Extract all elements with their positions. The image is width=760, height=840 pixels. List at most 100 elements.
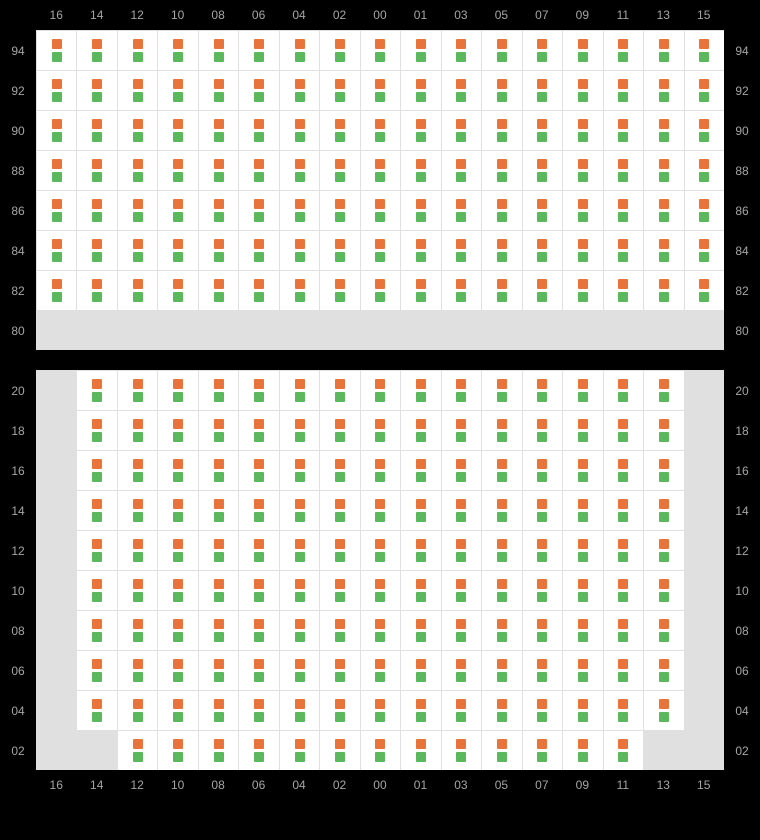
cell-bottom-7-1[interactable] — [76, 650, 116, 690]
cell-bottom-6-0[interactable] — [36, 610, 76, 650]
cell-bottom-8-1[interactable] — [76, 690, 116, 730]
cell-bottom-9-2[interactable] — [117, 730, 157, 770]
cell-top-4-12[interactable] — [522, 190, 562, 230]
cell-bottom-2-14[interactable] — [603, 450, 643, 490]
cell-bottom-3-0[interactable] — [36, 490, 76, 530]
cell-bottom-5-6[interactable] — [279, 570, 319, 610]
cell-bottom-6-1[interactable] — [76, 610, 116, 650]
cell-top-4-3[interactable] — [157, 190, 197, 230]
cell-bottom-0-9[interactable] — [400, 370, 440, 410]
cell-top-3-4[interactable] — [198, 150, 238, 190]
cell-top-4-14[interactable] — [603, 190, 643, 230]
cell-top-6-14[interactable] — [603, 270, 643, 310]
cell-top-4-16[interactable] — [684, 190, 724, 230]
cell-bottom-3-6[interactable] — [279, 490, 319, 530]
cell-top-3-6[interactable] — [279, 150, 319, 190]
cell-bottom-8-0[interactable] — [36, 690, 76, 730]
cell-top-3-0[interactable] — [36, 150, 76, 190]
cell-bottom-1-9[interactable] — [400, 410, 440, 450]
cell-bottom-1-8[interactable] — [360, 410, 400, 450]
cell-top-1-11[interactable] — [481, 70, 521, 110]
cell-bottom-1-14[interactable] — [603, 410, 643, 450]
cell-top-4-11[interactable] — [481, 190, 521, 230]
cell-bottom-9-8[interactable] — [360, 730, 400, 770]
cell-bottom-3-14[interactable] — [603, 490, 643, 530]
cell-bottom-3-9[interactable] — [400, 490, 440, 530]
cell-top-7-8[interactable] — [360, 310, 400, 350]
cell-bottom-6-10[interactable] — [441, 610, 481, 650]
cell-top-1-5[interactable] — [238, 70, 278, 110]
cell-top-0-15[interactable] — [643, 30, 683, 70]
cell-bottom-4-4[interactable] — [198, 530, 238, 570]
cell-top-1-4[interactable] — [198, 70, 238, 110]
cell-bottom-0-4[interactable] — [198, 370, 238, 410]
cell-bottom-3-12[interactable] — [522, 490, 562, 530]
cell-bottom-5-5[interactable] — [238, 570, 278, 610]
cell-bottom-0-6[interactable] — [279, 370, 319, 410]
cell-bottom-3-1[interactable] — [76, 490, 116, 530]
cell-bottom-1-1[interactable] — [76, 410, 116, 450]
cell-bottom-4-9[interactable] — [400, 530, 440, 570]
cell-bottom-0-5[interactable] — [238, 370, 278, 410]
cell-top-7-0[interactable] — [36, 310, 76, 350]
cell-bottom-0-7[interactable] — [319, 370, 359, 410]
cell-bottom-0-2[interactable] — [117, 370, 157, 410]
cell-bottom-5-1[interactable] — [76, 570, 116, 610]
cell-top-3-10[interactable] — [441, 150, 481, 190]
cell-bottom-6-4[interactable] — [198, 610, 238, 650]
cell-top-7-10[interactable] — [441, 310, 481, 350]
cell-top-4-2[interactable] — [117, 190, 157, 230]
cell-top-0-0[interactable] — [36, 30, 76, 70]
cell-top-5-12[interactable] — [522, 230, 562, 270]
cell-top-1-6[interactable] — [279, 70, 319, 110]
cell-bottom-7-13[interactable] — [562, 650, 602, 690]
cell-bottom-1-15[interactable] — [643, 410, 683, 450]
cell-top-3-2[interactable] — [117, 150, 157, 190]
cell-top-6-13[interactable] — [562, 270, 602, 310]
cell-bottom-2-11[interactable] — [481, 450, 521, 490]
cell-bottom-0-3[interactable] — [157, 370, 197, 410]
cell-top-5-3[interactable] — [157, 230, 197, 270]
cell-bottom-2-5[interactable] — [238, 450, 278, 490]
cell-bottom-4-15[interactable] — [643, 530, 683, 570]
cell-bottom-0-14[interactable] — [603, 370, 643, 410]
cell-bottom-0-13[interactable] — [562, 370, 602, 410]
cell-bottom-8-15[interactable] — [643, 690, 683, 730]
cell-top-0-9[interactable] — [400, 30, 440, 70]
cell-top-7-16[interactable] — [684, 310, 724, 350]
cell-bottom-8-13[interactable] — [562, 690, 602, 730]
cell-bottom-9-15[interactable] — [643, 730, 683, 770]
cell-top-3-9[interactable] — [400, 150, 440, 190]
cell-top-7-11[interactable] — [481, 310, 521, 350]
cell-bottom-5-9[interactable] — [400, 570, 440, 610]
cell-bottom-1-10[interactable] — [441, 410, 481, 450]
cell-bottom-0-16[interactable] — [684, 370, 724, 410]
cell-bottom-7-2[interactable] — [117, 650, 157, 690]
cell-top-2-1[interactable] — [76, 110, 116, 150]
cell-top-3-1[interactable] — [76, 150, 116, 190]
cell-top-0-11[interactable] — [481, 30, 521, 70]
cell-bottom-7-9[interactable] — [400, 650, 440, 690]
cell-top-5-2[interactable] — [117, 230, 157, 270]
cell-top-6-4[interactable] — [198, 270, 238, 310]
cell-top-0-1[interactable] — [76, 30, 116, 70]
cell-bottom-2-8[interactable] — [360, 450, 400, 490]
cell-bottom-2-2[interactable] — [117, 450, 157, 490]
cell-bottom-8-11[interactable] — [481, 690, 521, 730]
cell-bottom-2-4[interactable] — [198, 450, 238, 490]
cell-bottom-4-8[interactable] — [360, 530, 400, 570]
cell-top-2-4[interactable] — [198, 110, 238, 150]
cell-top-1-3[interactable] — [157, 70, 197, 110]
cell-top-7-14[interactable] — [603, 310, 643, 350]
cell-top-5-1[interactable] — [76, 230, 116, 270]
cell-bottom-9-16[interactable] — [684, 730, 724, 770]
cell-top-6-8[interactable] — [360, 270, 400, 310]
cell-top-1-16[interactable] — [684, 70, 724, 110]
cell-top-0-6[interactable] — [279, 30, 319, 70]
cell-bottom-9-6[interactable] — [279, 730, 319, 770]
cell-top-4-1[interactable] — [76, 190, 116, 230]
cell-top-2-5[interactable] — [238, 110, 278, 150]
cell-bottom-6-6[interactable] — [279, 610, 319, 650]
cell-top-7-6[interactable] — [279, 310, 319, 350]
cell-top-6-6[interactable] — [279, 270, 319, 310]
